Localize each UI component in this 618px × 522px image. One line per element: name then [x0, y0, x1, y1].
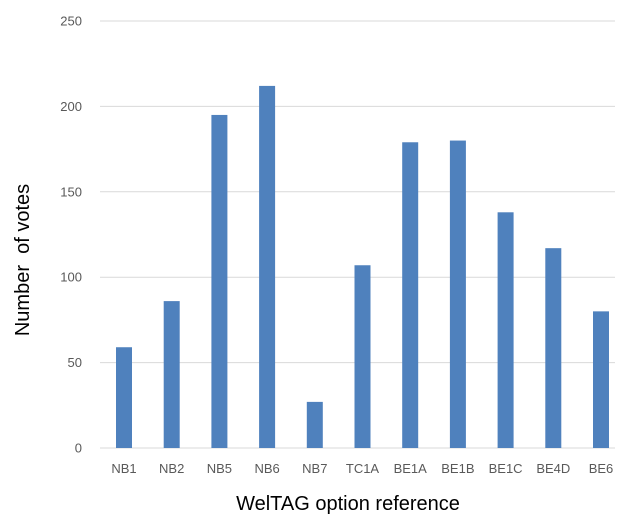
bar-tc1a — [354, 265, 371, 448]
bar-nb5 — [211, 114, 228, 448]
x-tick-label: BE1A — [394, 461, 428, 476]
x-tick-label: NB2 — [159, 461, 184, 476]
x-tick-label: NB7 — [302, 461, 327, 476]
bar-nb6 — [259, 85, 276, 449]
x-tick-label: NB5 — [207, 461, 232, 476]
x-tick-label: NB6 — [254, 461, 279, 476]
y-tick-label: 50 — [68, 355, 82, 370]
x-tick-label: BE4D — [536, 461, 570, 476]
x-tick-label: BE1C — [489, 461, 523, 476]
bar-nb7 — [306, 401, 323, 448]
y-axis-tick-labels: 0 50 100 150 200 250 — [60, 14, 82, 456]
bar-be1c — [497, 212, 514, 448]
bar-be1a — [402, 142, 419, 448]
bars — [116, 85, 609, 449]
bar-nb1 — [116, 347, 132, 448]
x-tick-label: BE6 — [589, 461, 614, 476]
y-tick-label: 200 — [60, 99, 82, 114]
bar-be4d — [545, 248, 562, 448]
x-tick-label: TC1A — [346, 461, 380, 476]
y-tick-label: 100 — [60, 270, 82, 285]
x-axis-tick-labels: NB1 NB2 NB5 NB6 NB7 TC1A BE1A BE1B BE1C BE4D BE6 — [111, 461, 613, 476]
y-axis-title: Number of votes — [12, 184, 34, 336]
x-tick-label: NB1 — [111, 461, 136, 476]
y-tick-label: 150 — [60, 184, 82, 199]
y-tick-label: 250 — [60, 14, 82, 29]
x-axis-title: WelTAG option reference — [236, 493, 460, 515]
bar-nb2 — [163, 301, 180, 448]
bar-be6 — [593, 311, 609, 448]
x-tick-label: BE1B — [441, 461, 474, 476]
bar-be1b — [449, 140, 466, 448]
y-tick-label: 0 — [75, 441, 82, 456]
